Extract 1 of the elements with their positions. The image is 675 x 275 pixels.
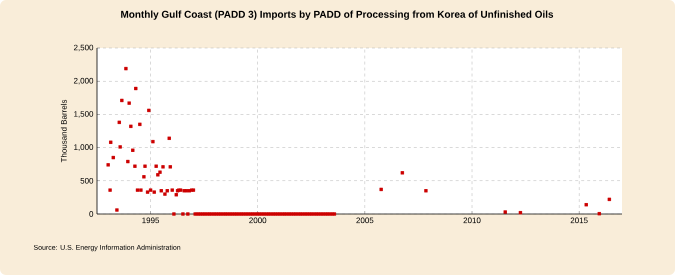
- chart-title: Monthly Gulf Coast (PADD 3) Imports by PADD of Processing from Korea of Unfinished Oils: [121, 10, 554, 20]
